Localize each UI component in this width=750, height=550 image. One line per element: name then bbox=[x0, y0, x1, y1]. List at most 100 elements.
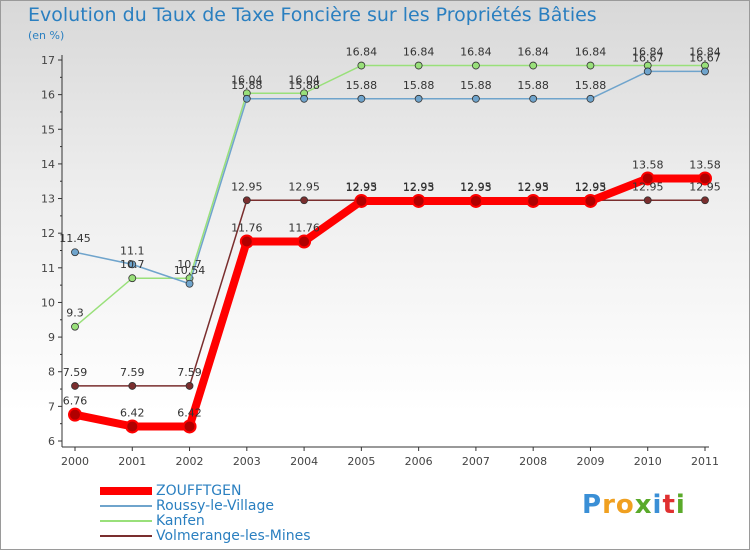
data-label-zoufftgen-2003: 11.76 bbox=[231, 221, 263, 234]
series-line-roussy-le-village bbox=[74, 70, 706, 285]
data-point-zoufftgen-2008 bbox=[526, 193, 541, 208]
legend-label: Roussy-le-Village bbox=[156, 498, 274, 514]
data-label-roussy-le-village-2007: 15.88 bbox=[460, 79, 492, 92]
logo-letter: i bbox=[675, 490, 686, 520]
data-point-roussy-le-village-2004 bbox=[300, 94, 308, 103]
legend-swatch bbox=[100, 505, 152, 507]
x-tick-label-2007: 2007 bbox=[462, 455, 490, 468]
data-point-kanfen-2007 bbox=[472, 61, 480, 70]
legend-swatch bbox=[100, 520, 152, 522]
data-label-roussy-le-village-2000: 11.45 bbox=[59, 232, 91, 245]
data-label-kanfen-2003: 16.04 bbox=[231, 73, 263, 86]
x-tick-label-2008: 2008 bbox=[519, 455, 547, 468]
data-point-zoufftgen-2006 bbox=[411, 193, 426, 208]
data-label-volmerange-les-mines-2005: 12.95 bbox=[346, 180, 378, 193]
data-label-kanfen-2010: 16.84 bbox=[632, 46, 664, 59]
data-label-roussy-le-village-2011: 16.67 bbox=[689, 51, 721, 64]
data-label-roussy-le-village-2005: 15.88 bbox=[346, 79, 378, 92]
data-label-volmerange-les-mines-2010: 12.95 bbox=[632, 180, 664, 193]
data-label-roussy-le-village-2003: 15.88 bbox=[231, 79, 263, 92]
data-label-volmerange-les-mines-2011: 12.95 bbox=[689, 180, 721, 193]
y-tick-label-14: 14 bbox=[41, 158, 55, 171]
chart-subtitle: (en %) bbox=[28, 29, 65, 42]
series-line-zoufftgen bbox=[71, 174, 709, 431]
y-tick-label-7: 7 bbox=[48, 400, 55, 413]
x-tick-label-2006: 2006 bbox=[405, 455, 433, 468]
data-point-roussy-le-village-2010 bbox=[643, 67, 652, 76]
series-line-kanfen bbox=[74, 64, 706, 328]
data-label-zoufftgen-2010: 13.58 bbox=[632, 158, 664, 171]
data-label-kanfen-2002: 10.7 bbox=[177, 258, 202, 271]
data-point-roussy-le-village-2008 bbox=[529, 94, 538, 103]
y-tick-label-11: 11 bbox=[41, 262, 55, 275]
y-tick-label-15: 15 bbox=[41, 123, 55, 136]
data-label-kanfen-2004: 16.04 bbox=[288, 73, 320, 86]
data-label-zoufftgen-2004: 11.76 bbox=[288, 221, 320, 234]
data-point-volmerange-les-mines-2004 bbox=[300, 196, 308, 205]
legend-swatch bbox=[100, 535, 152, 537]
data-point-roussy-le-village-2003 bbox=[242, 94, 251, 103]
data-point-zoufftgen-2007 bbox=[468, 193, 483, 208]
legend-label: Kanfen bbox=[156, 513, 205, 529]
x-tick-label-2004: 2004 bbox=[290, 455, 318, 468]
x-tick-label-2009: 2009 bbox=[576, 455, 604, 468]
data-label-zoufftgen-2001: 6.42 bbox=[120, 406, 145, 419]
series-line-volmerange-les-mines bbox=[74, 199, 706, 387]
data-point-roussy-le-village-2001 bbox=[128, 260, 137, 269]
data-label-kanfen-2001: 10.7 bbox=[120, 258, 145, 271]
data-point-roussy-le-village-2011 bbox=[701, 67, 709, 76]
y-tick-label-12: 12 bbox=[41, 227, 55, 240]
legend-label: Volmerange-les-Mines bbox=[156, 528, 311, 544]
data-point-roussy-le-village-2002 bbox=[185, 279, 194, 288]
proxiti-logo: Proxiti bbox=[582, 490, 686, 520]
data-label-roussy-le-village-2006: 15.88 bbox=[403, 79, 435, 92]
logo-letter: o bbox=[615, 490, 635, 520]
y-tick-label-13: 13 bbox=[41, 193, 55, 206]
data-point-volmerange-les-mines-2003 bbox=[242, 196, 251, 205]
x-tick-label-2011: 2011 bbox=[691, 455, 719, 468]
legend-label: ZOUFFTGEN bbox=[156, 483, 242, 499]
data-point-zoufftgen-2010 bbox=[640, 171, 655, 186]
data-label-zoufftgen-2000: 6.76 bbox=[63, 395, 88, 408]
data-label-volmerange-les-mines-2004: 12.95 bbox=[288, 180, 320, 193]
data-label-kanfen-2011: 16.84 bbox=[689, 46, 721, 59]
data-label-kanfen-2005: 16.84 bbox=[346, 46, 378, 59]
data-label-roussy-le-village-2004: 15.88 bbox=[288, 79, 320, 92]
data-label-roussy-le-village-2002: 10.54 bbox=[174, 264, 206, 277]
x-tick-label-2000: 2000 bbox=[61, 455, 89, 468]
data-label-volmerange-les-mines-2001: 7.59 bbox=[120, 366, 145, 379]
y-tick-label-16: 16 bbox=[41, 89, 55, 102]
logo-letter: x bbox=[634, 490, 653, 520]
data-point-zoufftgen-2005 bbox=[354, 193, 369, 208]
data-label-volmerange-les-mines-2009: 12.95 bbox=[575, 180, 607, 193]
y-tick-label-10: 10 bbox=[41, 296, 55, 309]
y-tick-label-17: 17 bbox=[41, 54, 55, 67]
y-tick-label-9: 9 bbox=[48, 331, 55, 344]
data-point-volmerange-les-mines-2010 bbox=[643, 196, 652, 205]
data-label-kanfen-2008: 16.84 bbox=[517, 46, 549, 59]
data-point-roussy-le-village-2007 bbox=[472, 94, 480, 103]
data-label-zoufftgen-2009: 12.93 bbox=[575, 181, 607, 194]
data-point-volmerange-les-mines-2000 bbox=[71, 382, 79, 390]
legend-swatch bbox=[100, 487, 152, 495]
data-point-roussy-le-village-2005 bbox=[357, 94, 366, 103]
x-tick-label-2001: 2001 bbox=[118, 455, 146, 468]
data-point-kanfen-2009 bbox=[586, 61, 595, 70]
chart-title: Evolution du Taux de Taxe Foncière sur l… bbox=[28, 4, 597, 26]
data-label-roussy-le-village-2010: 16.67 bbox=[632, 51, 664, 64]
data-point-zoufftgen-2004 bbox=[297, 234, 312, 249]
data-point-volmerange-les-mines-2001 bbox=[128, 382, 137, 390]
data-label-kanfen-2000: 9.3 bbox=[66, 307, 84, 320]
data-point-zoufftgen-2001 bbox=[125, 419, 140, 434]
data-label-volmerange-les-mines-2006: 12.95 bbox=[403, 180, 435, 193]
data-label-zoufftgen-2007: 12.93 bbox=[460, 181, 492, 194]
data-label-roussy-le-village-2009: 15.88 bbox=[575, 79, 607, 92]
data-label-zoufftgen-2002: 6.42 bbox=[177, 406, 202, 419]
data-label-volmerange-les-mines-2002: 7.59 bbox=[177, 366, 202, 379]
data-label-roussy-le-village-2001: 11.1 bbox=[120, 244, 145, 257]
data-point-roussy-le-village-2009 bbox=[586, 94, 595, 103]
data-point-kanfen-2000 bbox=[71, 322, 79, 331]
x-tick-label-2010: 2010 bbox=[634, 455, 662, 468]
